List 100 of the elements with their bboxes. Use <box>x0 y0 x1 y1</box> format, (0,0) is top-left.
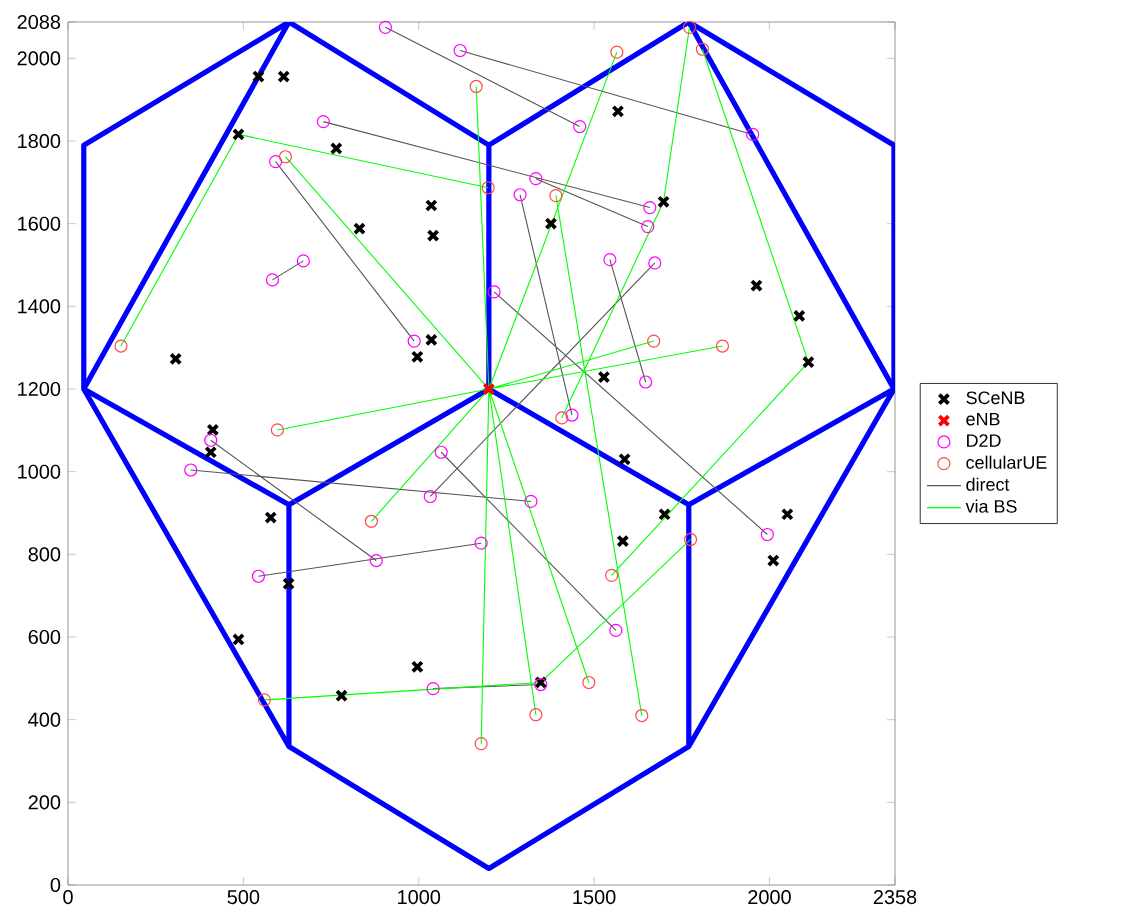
point <box>481 181 495 195</box>
point <box>682 20 697 34</box>
point <box>378 20 393 34</box>
point <box>683 532 698 547</box>
point <box>114 339 128 353</box>
legend-label: direct <box>966 477 1010 491</box>
point <box>760 527 774 542</box>
point <box>282 577 296 591</box>
point <box>766 554 780 567</box>
y-tick-label: 2000 <box>17 51 61 66</box>
y-tick-label: 2088 <box>17 14 61 30</box>
point <box>278 150 293 164</box>
y-tick-label: 1200 <box>18 381 61 397</box>
y-tick-label: 1000 <box>18 464 61 479</box>
point <box>715 339 730 353</box>
y-tick-label: 1800 <box>18 133 61 149</box>
point <box>329 142 343 155</box>
point <box>603 253 617 267</box>
point <box>426 682 440 696</box>
point <box>565 408 579 422</box>
y-tick-label: 1400 <box>18 299 61 314</box>
y-tick-label: 0 <box>50 877 61 893</box>
y-tick-label: 1600 <box>18 216 61 231</box>
point <box>529 172 543 186</box>
point <box>474 737 488 751</box>
point <box>750 279 763 293</box>
point <box>780 507 794 521</box>
point <box>616 534 630 548</box>
point <box>257 693 272 707</box>
point <box>424 199 438 212</box>
point <box>658 507 672 521</box>
point <box>648 256 662 270</box>
point <box>657 195 670 209</box>
legend-label: D2D <box>967 434 1001 447</box>
point <box>410 660 424 674</box>
point <box>597 370 611 384</box>
point <box>204 445 218 459</box>
point <box>296 254 310 268</box>
point <box>204 433 218 447</box>
point <box>407 334 421 348</box>
legend-label: eNB <box>966 412 1000 426</box>
x-tick-label: 2358 <box>873 890 917 905</box>
point <box>605 568 619 583</box>
y-tick-label: 200 <box>28 795 61 810</box>
point <box>573 119 587 134</box>
point <box>469 79 483 94</box>
point <box>582 675 596 690</box>
point <box>270 423 284 437</box>
point <box>635 708 649 723</box>
x-tick-label: 1000 <box>398 890 441 905</box>
point <box>369 553 383 568</box>
point <box>251 569 266 583</box>
point <box>801 355 815 369</box>
point <box>232 127 245 141</box>
point <box>424 333 438 347</box>
point <box>609 623 623 637</box>
point <box>647 334 661 348</box>
point <box>169 352 183 366</box>
point <box>549 188 563 203</box>
point <box>410 350 424 364</box>
point <box>611 104 625 118</box>
point <box>792 309 806 323</box>
y-tick-label: 800 <box>28 547 61 562</box>
point <box>265 273 280 287</box>
point <box>453 43 467 58</box>
point <box>335 689 348 703</box>
legend-label: cellularUE <box>966 455 1047 469</box>
point <box>434 445 448 459</box>
point <box>277 70 291 83</box>
x-tick-label: 500 <box>227 890 260 905</box>
point <box>610 45 624 59</box>
point <box>482 382 496 396</box>
legend-label: via BS <box>965 499 1017 513</box>
point <box>232 633 245 646</box>
x-tick-label: 1500 <box>573 890 616 905</box>
point <box>695 42 710 56</box>
point <box>746 127 760 142</box>
point <box>269 155 283 169</box>
point <box>524 494 538 509</box>
x-tick-label: 0 <box>63 890 73 905</box>
point <box>316 114 330 129</box>
x-tick-label: 2000 <box>748 890 791 905</box>
point <box>618 452 632 466</box>
y-tick-label: 400 <box>28 712 61 727</box>
point <box>423 489 437 504</box>
point <box>555 411 569 425</box>
point <box>544 217 558 231</box>
point <box>353 222 366 236</box>
point <box>184 463 198 477</box>
point <box>487 285 501 299</box>
point <box>513 188 527 202</box>
point <box>206 423 220 437</box>
point <box>643 200 657 215</box>
point <box>426 229 440 243</box>
point <box>474 536 488 550</box>
point <box>264 511 278 524</box>
point <box>252 70 265 83</box>
point <box>364 514 378 528</box>
y-tick-label: 600 <box>28 629 61 645</box>
legend-label: SCeNB <box>966 391 1025 405</box>
